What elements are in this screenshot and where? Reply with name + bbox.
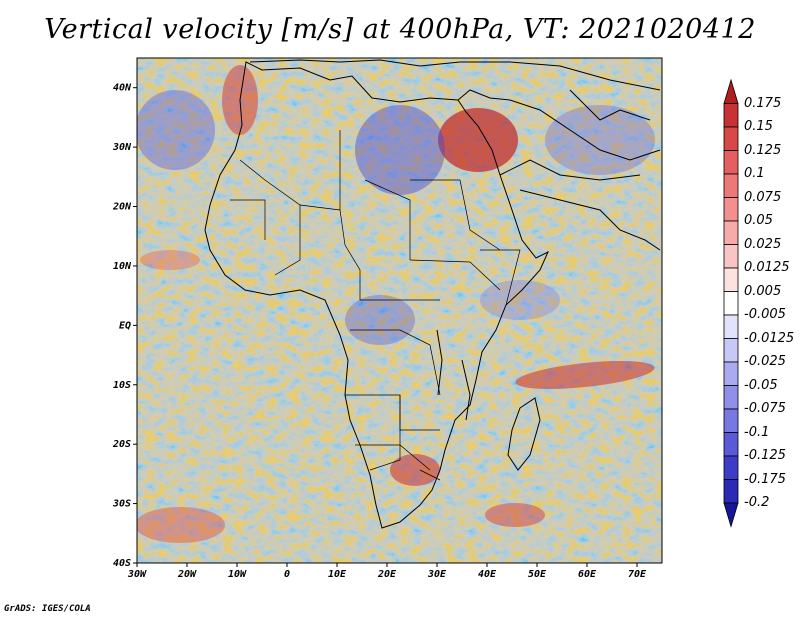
colorbar-swatch (723, 78, 739, 104)
coastlines (204, 59, 661, 529)
colorbar-label: -0.005 (744, 307, 786, 322)
colorbar-swatch (723, 479, 739, 504)
lat-label: 20S (112, 439, 131, 450)
velocity-field (137, 58, 662, 563)
colorbar-label: 0.075 (744, 189, 782, 205)
colorbar-swatch (723, 150, 739, 175)
colorbar-swatch (723, 244, 739, 269)
colorbar-label: 0.025 (744, 236, 782, 252)
colorbar (723, 78, 739, 528)
lon-label: 40E (478, 569, 497, 580)
colorbar-swatch (723, 502, 739, 528)
colorbar-label: 0.1 (744, 166, 765, 181)
colorbar-label: 0.0125 (744, 260, 790, 275)
lon-label: 20W (177, 569, 197, 580)
colorbar-swatch (723, 267, 739, 292)
colorbar-swatch (723, 103, 739, 128)
colorbar-swatch (723, 291, 739, 316)
map-title: Vertical velocity [m/s] at 400hPa, VT: 2… (44, 14, 756, 45)
lon-label: 30W (127, 569, 147, 580)
colorbar-swatch (723, 220, 739, 245)
colorbar-label: 0.15 (744, 119, 773, 134)
lat-label: 10N (113, 261, 132, 272)
lat-label: 30N (112, 142, 132, 153)
lon-label: 50E (528, 569, 547, 580)
lon-label: 70E (628, 569, 647, 580)
colorbar-label: 0.125 (744, 142, 782, 158)
colorbar-swatch (723, 385, 739, 410)
lon-label: 0 (284, 569, 290, 580)
lon-label: 10E (328, 569, 347, 580)
lon-label: 60E (578, 569, 597, 580)
colorbar-swatch (723, 173, 739, 198)
colorbar-swatch (723, 432, 739, 457)
colorbar-swatch (723, 314, 739, 339)
lon-label: 10W (228, 569, 247, 580)
map-frame (136, 57, 663, 564)
colorbar-label: 0.175 (744, 95, 782, 111)
lon-label: 20E (377, 569, 397, 580)
colorbar-label: -0.175 (744, 471, 786, 487)
colorbar-label: -0.1 (744, 424, 770, 440)
colorbar-label: -0.2 (744, 495, 770, 510)
colorbar-swatch (723, 361, 739, 386)
lon-label: 30E (427, 569, 447, 580)
colorbar-label: 0.05 (744, 213, 773, 228)
country-borders (230, 130, 521, 481)
lat-label: 30S (112, 499, 131, 510)
colorbar-swatch (723, 455, 739, 480)
colorbar-swatch (723, 338, 739, 363)
colorbar-swatch (723, 197, 739, 222)
longitude-axis: 30W 20W 10W 0 10E 20E 30E 40E 50E 60E 70E (127, 563, 647, 580)
lat-label: EQ (119, 320, 131, 331)
colorbar-swatch (723, 126, 739, 151)
colorbar-label: -0.0125 (744, 330, 795, 346)
grads-credit: GrADS: IGES/COLA (4, 604, 91, 614)
colorbar-label: -0.075 (744, 401, 786, 416)
colorbar-label: -0.125 (744, 448, 786, 463)
lat-label: 20N (112, 202, 132, 213)
colorbar-label: 0.005 (744, 283, 782, 299)
lat-label: 40N (113, 83, 132, 94)
colorbar-label: -0.05 (744, 377, 778, 393)
latitude-axis: 40N 30N 20N 10N EQ 10S 20S 30S 40S (112, 83, 137, 569)
lat-label: 40S (113, 558, 131, 569)
lat-label: 10S (113, 380, 131, 391)
colorbar-label: -0.025 (744, 354, 786, 369)
colorbar-swatch (723, 408, 739, 433)
